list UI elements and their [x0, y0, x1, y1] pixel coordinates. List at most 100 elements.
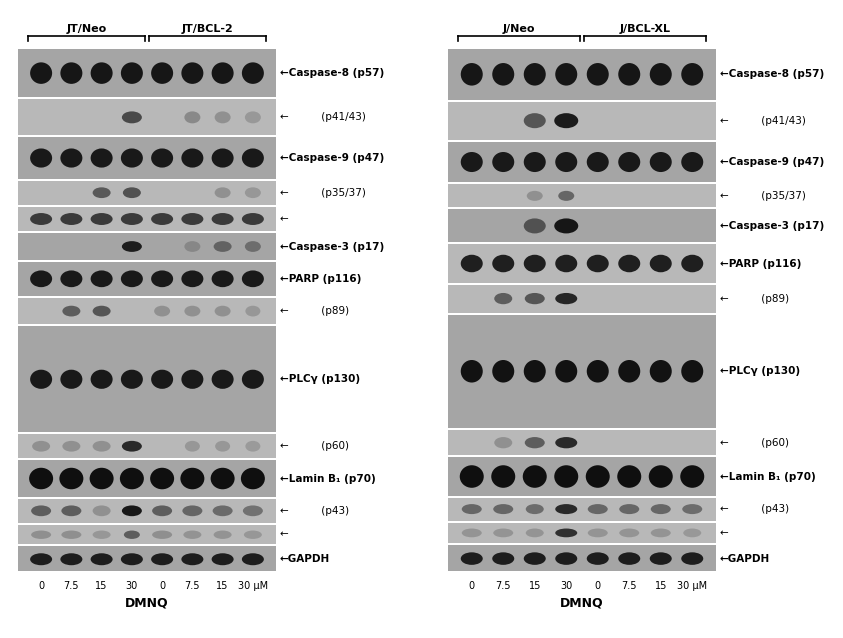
Ellipse shape: [62, 441, 80, 452]
Text: ←Caspase-3 (p17): ←Caspase-3 (p17): [280, 242, 384, 251]
Ellipse shape: [122, 112, 142, 123]
Ellipse shape: [89, 468, 114, 489]
Ellipse shape: [554, 113, 578, 128]
Ellipse shape: [462, 504, 481, 514]
Ellipse shape: [31, 505, 51, 516]
Bar: [448, 283, 716, 285]
Text: 15: 15: [95, 581, 108, 591]
Ellipse shape: [242, 271, 264, 287]
Ellipse shape: [587, 553, 609, 565]
Ellipse shape: [524, 293, 545, 304]
Ellipse shape: [244, 112, 260, 123]
Ellipse shape: [212, 149, 234, 168]
Ellipse shape: [650, 255, 672, 272]
Bar: [18, 48, 276, 98]
Ellipse shape: [462, 528, 481, 537]
Ellipse shape: [212, 213, 234, 225]
Ellipse shape: [556, 255, 577, 272]
Ellipse shape: [185, 306, 201, 316]
Ellipse shape: [93, 441, 110, 452]
Bar: [18, 47, 276, 49]
Ellipse shape: [680, 465, 704, 488]
Ellipse shape: [587, 63, 609, 85]
Ellipse shape: [651, 504, 671, 514]
Bar: [448, 521, 716, 523]
Ellipse shape: [492, 553, 514, 565]
Ellipse shape: [30, 213, 52, 225]
Ellipse shape: [558, 191, 574, 201]
Ellipse shape: [181, 553, 203, 565]
Text: ←          (p60): ← (p60): [720, 438, 789, 448]
Text: ←Caspase-9 (p47): ←Caspase-9 (p47): [720, 157, 824, 167]
Ellipse shape: [556, 437, 577, 449]
Ellipse shape: [493, 504, 513, 514]
Ellipse shape: [556, 63, 577, 85]
Ellipse shape: [461, 63, 483, 85]
Text: J/BCL-XL: J/BCL-XL: [620, 24, 670, 34]
Ellipse shape: [588, 504, 608, 514]
Text: 15: 15: [654, 581, 667, 591]
Ellipse shape: [524, 255, 545, 272]
Ellipse shape: [154, 306, 170, 316]
Ellipse shape: [152, 505, 172, 516]
Bar: [448, 207, 716, 209]
Bar: [18, 48, 276, 573]
Bar: [18, 296, 276, 298]
Ellipse shape: [61, 213, 83, 225]
Ellipse shape: [491, 465, 515, 488]
Text: ←PARP (p116): ←PARP (p116): [280, 274, 362, 284]
Ellipse shape: [181, 63, 203, 84]
Ellipse shape: [181, 213, 203, 225]
Ellipse shape: [151, 553, 173, 565]
Text: DMNQ: DMNQ: [561, 597, 604, 610]
Ellipse shape: [682, 504, 702, 514]
Ellipse shape: [524, 63, 545, 85]
Bar: [448, 244, 716, 283]
Text: 0: 0: [594, 581, 601, 591]
Ellipse shape: [617, 465, 642, 488]
Ellipse shape: [30, 149, 52, 168]
Bar: [448, 100, 716, 101]
Bar: [448, 543, 716, 545]
Bar: [448, 183, 716, 209]
Bar: [18, 260, 276, 262]
Bar: [448, 571, 716, 573]
Ellipse shape: [524, 553, 545, 565]
Text: ←          (p35/37): ← (p35/37): [720, 191, 806, 201]
Text: ←Caspase-3 (p17): ←Caspase-3 (p17): [720, 221, 824, 231]
Ellipse shape: [215, 112, 231, 123]
Ellipse shape: [681, 553, 703, 565]
Text: ←Caspase-8 (p57): ←Caspase-8 (p57): [280, 68, 384, 78]
Ellipse shape: [618, 360, 640, 383]
Bar: [448, 141, 716, 183]
Ellipse shape: [494, 437, 513, 449]
Ellipse shape: [212, 505, 233, 516]
Text: ←: ←: [280, 530, 289, 540]
Bar: [18, 231, 276, 233]
Ellipse shape: [121, 369, 142, 389]
Bar: [18, 544, 276, 547]
Ellipse shape: [524, 218, 545, 234]
Ellipse shape: [91, 63, 113, 84]
Ellipse shape: [556, 152, 577, 172]
Ellipse shape: [91, 553, 113, 565]
Text: ←PARP (p116): ←PARP (p116): [720, 258, 802, 269]
Ellipse shape: [242, 369, 264, 389]
Ellipse shape: [554, 218, 578, 234]
Bar: [448, 140, 716, 142]
Ellipse shape: [618, 255, 640, 272]
Ellipse shape: [181, 271, 203, 287]
Text: JT/Neo: JT/Neo: [67, 24, 106, 34]
Ellipse shape: [91, 213, 113, 225]
Ellipse shape: [121, 271, 142, 287]
Ellipse shape: [30, 553, 52, 565]
Ellipse shape: [61, 271, 83, 287]
Text: 15: 15: [217, 581, 228, 591]
Text: 30: 30: [560, 581, 572, 591]
Ellipse shape: [123, 188, 141, 198]
Bar: [18, 325, 276, 433]
Bar: [18, 97, 276, 100]
Ellipse shape: [492, 360, 514, 383]
Bar: [18, 205, 276, 207]
Ellipse shape: [244, 188, 260, 198]
